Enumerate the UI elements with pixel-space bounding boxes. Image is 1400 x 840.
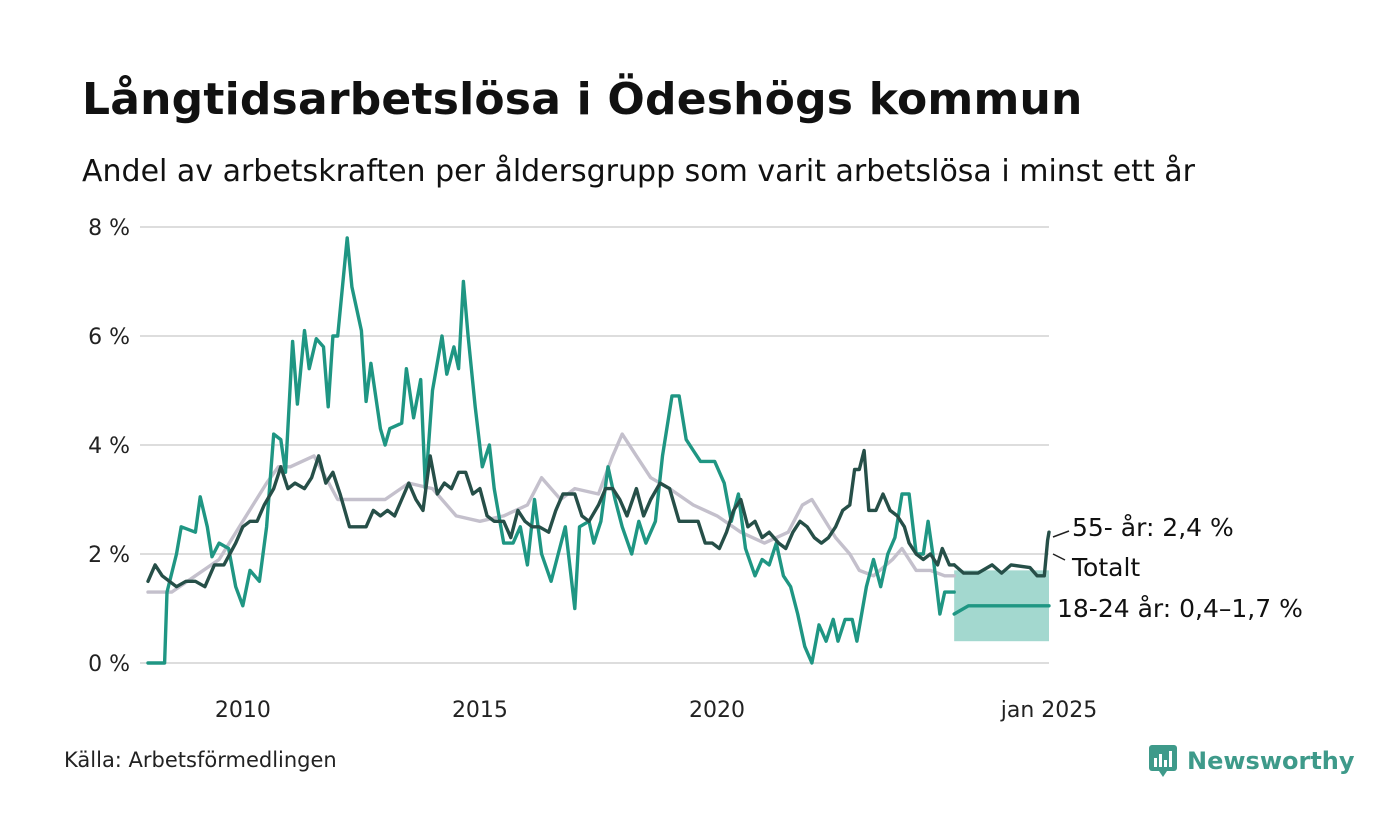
- series-end-label: 18-24 år: 0,4–1,7 %: [1057, 594, 1303, 623]
- y-tick-label: 0 %: [88, 652, 130, 677]
- series-line-18-24-r-prognos: [952, 604, 1051, 616]
- chart-title: Långtidsarbetslösa i Ödeshögs kommun: [82, 74, 1083, 125]
- series-line-55-r-prognos: [952, 530, 1051, 578]
- series-line-55-r: [146, 448, 956, 589]
- x-tick-label: 2020: [689, 698, 745, 723]
- series-end-label: Totalt: [1071, 553, 1140, 582]
- brand: Newsworthy: [1148, 744, 1355, 778]
- brand-name: Newsworthy: [1187, 747, 1355, 775]
- y-tick-label: 8 %: [88, 216, 130, 241]
- y-tick-label: 2 %: [88, 543, 130, 568]
- series-layer: [146, 236, 1051, 665]
- label-leader: [1052, 530, 1070, 538]
- newsworthy-logo-icon: [1149, 745, 1177, 777]
- x-tick-label: 2010: [215, 698, 271, 723]
- x-tick-label: 2015: [452, 698, 508, 723]
- series-end-label: 55- år: 2,4 %: [1072, 513, 1234, 542]
- source-note: Källa: Arbetsförmedlingen: [64, 748, 337, 772]
- y-tick-label: 4 %: [88, 434, 130, 459]
- series-line-18-24-r: [146, 236, 956, 665]
- label-leader: [1052, 553, 1066, 561]
- chart-subtitle: Andel av arbetskraften per åldersgrupp s…: [82, 154, 1195, 189]
- end-labels: 55- år: 2,4 % Totalt 18-24 år: 0,4–1,7 %: [1052, 513, 1303, 623]
- gridlines: 0 % 2 % 4 % 6 % 8 % 2010 2015 2020 jan 2025: [88, 216, 1097, 723]
- x-tick-label: jan 2025: [1000, 698, 1098, 723]
- y-tick-label: 6 %: [88, 325, 130, 350]
